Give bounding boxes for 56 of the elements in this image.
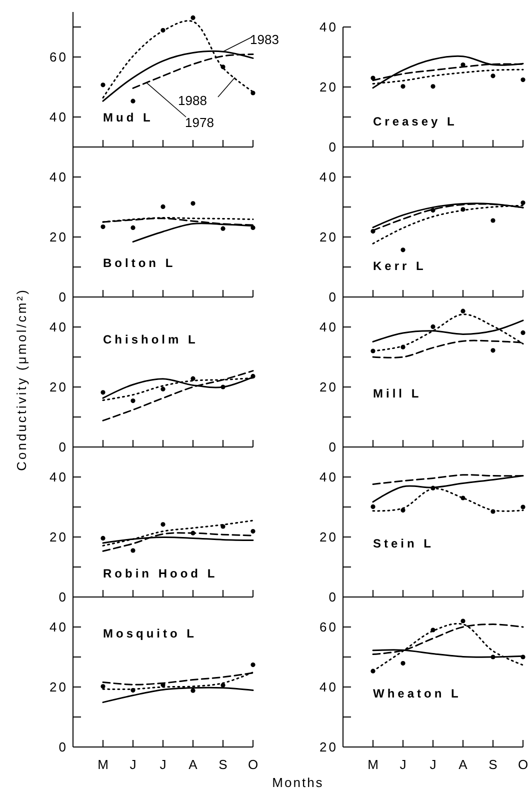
legend-label: 1983	[250, 32, 279, 47]
x-tick-label: M	[368, 757, 378, 772]
y-tick-label: 60	[50, 50, 68, 65]
text: Mud L	[103, 110, 154, 124]
y-tick-label: 20	[320, 530, 338, 545]
y-tick-label: 20	[50, 530, 68, 545]
y-tick-label: 40	[320, 320, 338, 335]
x-tick-label: J	[130, 757, 136, 772]
y-tick-label: 40	[320, 170, 338, 185]
x-tick-label: J	[400, 757, 406, 772]
y-tick-label: 40	[50, 620, 68, 635]
y-tick-label: 60	[320, 620, 338, 635]
text: Wheaton L	[373, 686, 462, 700]
x-tick-label: A	[458, 757, 468, 772]
y-tick-label: 20	[320, 380, 338, 395]
y-tick-label: 40	[320, 20, 338, 35]
y-tick-label: 0	[58, 590, 68, 605]
y-tick-label: 0	[328, 590, 338, 605]
y-tick-label: 0	[328, 440, 338, 455]
y-tick-label: 40	[320, 470, 338, 485]
text: Bolton L	[103, 256, 176, 270]
text: Robin Hood L	[103, 566, 218, 580]
text: Mosquito L	[103, 626, 197, 640]
y-tick-label: 40	[50, 170, 68, 185]
x-axis-title: Months	[272, 775, 324, 790]
y-tick-label: 20	[320, 230, 338, 245]
y-tick-label: 20	[320, 740, 338, 755]
y-tick-label: 40	[50, 320, 68, 335]
y-tick-label: 0	[58, 440, 68, 455]
text: Creasey L	[373, 114, 458, 128]
y-tick-label: 40	[320, 680, 338, 695]
text: Mill L	[373, 386, 422, 400]
y-tick-label: 0	[58, 740, 68, 755]
y-tick-label: 40	[50, 470, 68, 485]
y-axis-title: Conductivity (μmol/cm²)	[14, 288, 29, 471]
y-tick-label: 40	[50, 110, 68, 125]
x-tick-label: S	[218, 757, 228, 772]
y-tick-label: 20	[50, 380, 68, 395]
x-tick-label: A	[188, 757, 198, 772]
text: Stein L	[373, 536, 434, 550]
text: 1978	[185, 115, 214, 130]
y-tick-label: 0	[58, 290, 68, 305]
text: 1988	[178, 93, 207, 108]
y-tick-label: 0	[328, 140, 338, 155]
x-tick-label: M	[98, 757, 108, 772]
y-tick-label: 20	[50, 230, 68, 245]
y-tick-label: 20	[50, 680, 68, 695]
x-tick-label: J	[160, 757, 166, 772]
x-tick-label: O	[248, 757, 258, 772]
x-tick-label: S	[488, 757, 498, 772]
y-tick-label: 20	[320, 80, 338, 95]
x-tick-label: J	[430, 757, 436, 772]
y-tick-label: 0	[328, 290, 338, 305]
text: Chisholm L	[103, 332, 198, 346]
text: Kerr L	[373, 259, 426, 273]
x-tick-label: O	[518, 757, 528, 772]
